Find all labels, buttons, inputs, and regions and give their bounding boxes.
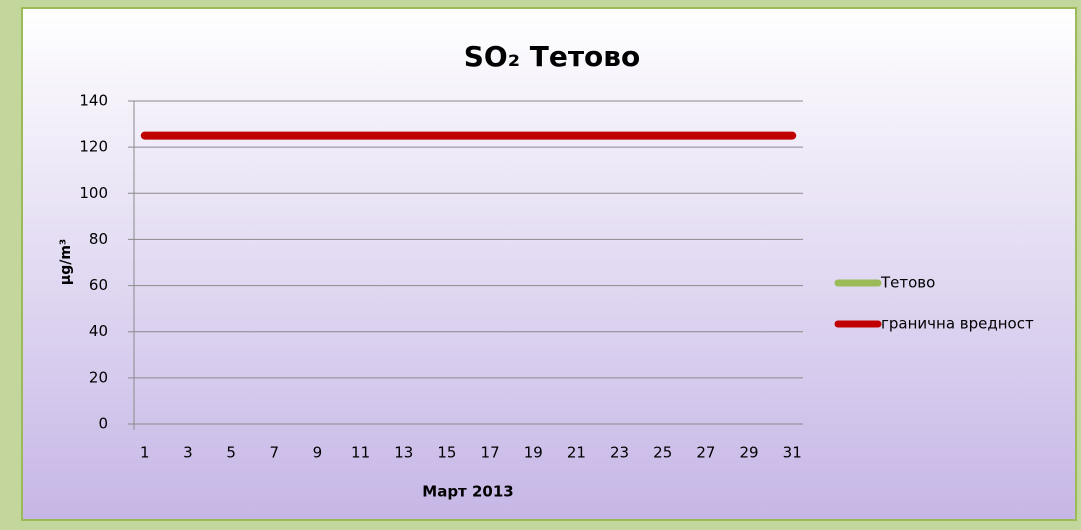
x-tick-label: 7 — [270, 444, 280, 462]
chart-title: SO₂ Тетово — [464, 40, 641, 73]
y-tick-label: 40 — [89, 322, 108, 340]
x-tick-label: 9 — [313, 444, 323, 462]
chart-panel — [21, 7, 1077, 521]
y-tick-label: 140 — [79, 92, 108, 110]
legend-label: Тетово — [880, 274, 935, 292]
x-tick-label: 27 — [696, 444, 715, 462]
x-tick-label: 5 — [226, 444, 236, 462]
y-tick-label: 120 — [79, 138, 108, 156]
y-tick-label: 20 — [89, 368, 108, 386]
x-tick-label: 19 — [524, 444, 543, 462]
x-tick-label: 1 — [140, 444, 150, 462]
x-tick-label: 29 — [740, 444, 759, 462]
legend-label: гранична вредност — [881, 315, 1034, 333]
x-tick-label: 13 — [394, 444, 413, 462]
y-tick-label: 80 — [89, 230, 108, 248]
x-tick-label: 21 — [567, 444, 586, 462]
x-tick-label: 23 — [610, 444, 629, 462]
y-tick-label: 100 — [79, 184, 108, 202]
x-tick-label: 15 — [437, 444, 456, 462]
x-axis-label: Март 2013 — [422, 483, 513, 501]
x-tick-label: 17 — [481, 444, 500, 462]
y-tick-label: 0 — [98, 415, 108, 433]
x-tick-label: 25 — [653, 444, 672, 462]
x-tick-label: 3 — [183, 444, 193, 462]
x-tick-label: 11 — [351, 444, 370, 462]
y-axis-label: µg/m³ — [58, 239, 74, 285]
y-tick-label: 60 — [89, 276, 108, 294]
x-tick-label: 31 — [783, 444, 802, 462]
